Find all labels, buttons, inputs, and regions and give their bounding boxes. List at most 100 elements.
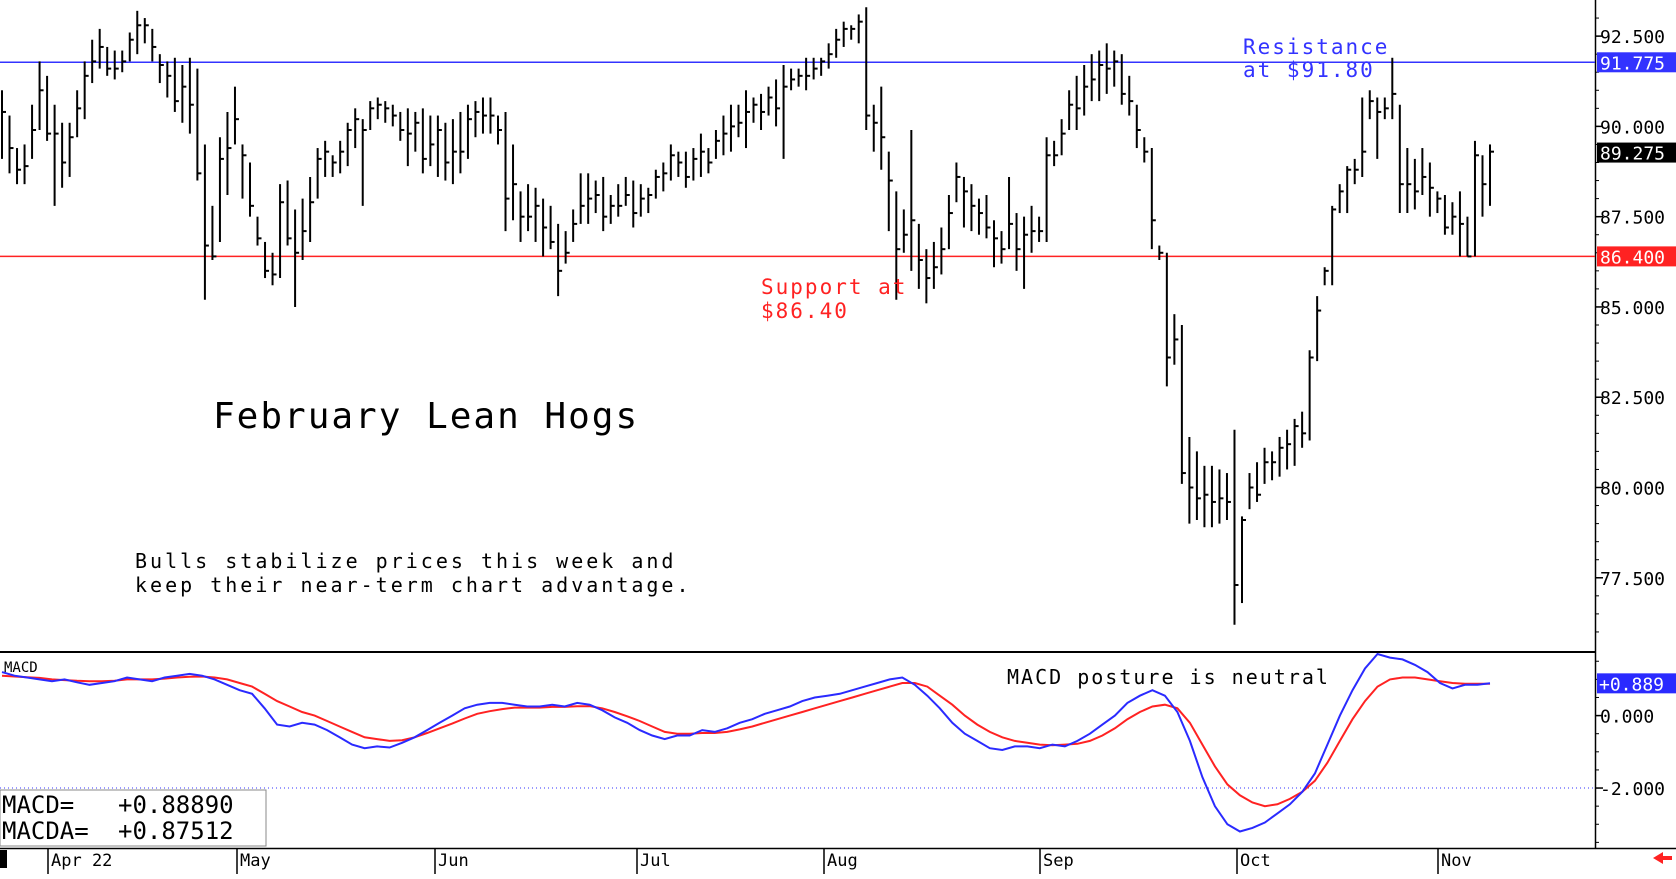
macd-y-tick-label: -2.000 — [1600, 779, 1665, 800]
ohlc-bar — [797, 68, 803, 87]
ohlc-bar — [557, 223, 563, 297]
scroll-left-arrow-icon[interactable] — [1653, 852, 1672, 864]
ohlc-bar — [414, 111, 420, 152]
x-month-label: Aug — [827, 851, 858, 871]
support-label-line-1: Support at — [761, 275, 907, 299]
ohlc-bar — [68, 122, 74, 177]
ohlc-bar — [1293, 418, 1299, 466]
ohlc-bar — [1458, 191, 1464, 257]
ohlc-bar — [1045, 137, 1051, 242]
ohlc-bar — [1060, 119, 1066, 156]
ohlc-bar — [910, 130, 916, 271]
ohlc-bar — [1038, 216, 1044, 242]
ohlc-bar — [1188, 436, 1194, 524]
ohlc-bar — [233, 86, 239, 145]
ohlc-bar — [151, 28, 157, 62]
subtitle-line-2: keep their near-term chart advantage. — [135, 573, 692, 597]
macd-readout-value: +0.88890 — [118, 791, 234, 819]
ohlc-bar — [947, 195, 953, 250]
ohlc-bar — [38, 61, 44, 130]
macd-current-value-label: +0.889 — [1599, 674, 1664, 695]
ohlc-bar — [767, 86, 773, 116]
x-month-label: Jun — [438, 851, 469, 871]
macd-panel-title: MACD — [4, 660, 38, 676]
ohlc-bar — [917, 223, 923, 289]
ohlc-bar — [23, 144, 29, 185]
ohlc-bar — [1008, 176, 1014, 250]
support-label-line-2: $86.40 — [761, 299, 849, 323]
resistance-value-box — [1597, 52, 1676, 73]
ohlc-bar — [143, 18, 149, 44]
ohlc-bar — [827, 43, 833, 69]
ohlc-bar — [173, 57, 179, 112]
ohlc-bar — [226, 111, 232, 195]
ohlc-bar — [1083, 65, 1089, 116]
ohlc-bar — [1135, 104, 1141, 149]
ohlc-bar — [1301, 411, 1307, 448]
ohlc-bar — [632, 180, 638, 228]
macd-readout-box — [0, 789, 267, 847]
ohlc-bar — [497, 115, 502, 145]
ohlc-bar — [466, 104, 472, 159]
ohlc-bar — [812, 57, 818, 80]
last-price-box — [1597, 142, 1676, 163]
ohlc-bar — [970, 184, 976, 232]
ohlc-bar — [504, 111, 510, 232]
ohlc-bar — [181, 65, 187, 123]
ohlc-bar — [354, 108, 360, 149]
ohlc-bar — [166, 61, 172, 98]
ohlc-bar — [1075, 75, 1081, 130]
ohlc-bar — [932, 241, 938, 289]
ohlc-bar — [820, 57, 826, 76]
ohlc-bar — [16, 148, 22, 185]
ohlc-bar — [1256, 462, 1262, 502]
ohlc-bar — [1263, 447, 1269, 484]
last-price-label: 89.275 — [1600, 144, 1665, 165]
ohlc-bar — [1331, 205, 1337, 286]
ohlc-bar — [940, 227, 946, 275]
ohlc-bar — [1361, 97, 1367, 177]
ohlc-bar — [1406, 148, 1412, 214]
ohlc-bar — [775, 79, 781, 127]
ohlc-bar — [993, 220, 998, 268]
ohlc-bar — [203, 144, 209, 300]
ohlc-bar — [294, 209, 300, 307]
ohlc-bar — [481, 97, 487, 134]
ohlc-bar — [1120, 54, 1126, 105]
ohlc-bar — [760, 93, 766, 130]
ohlc-bar — [331, 155, 337, 177]
ohlc-bar — [549, 205, 555, 250]
ohlc-bar — [361, 119, 367, 206]
macda-readout-value: +0.87512 — [118, 817, 234, 845]
ohlc-bar — [527, 184, 533, 232]
ohlc-bar — [617, 184, 623, 217]
ohlc-bar — [662, 162, 668, 192]
macd-readout-label: MACD= — [2, 791, 74, 819]
ohlc-bar — [211, 205, 217, 260]
ohlc-bar — [1489, 144, 1494, 206]
ohlc-bar — [474, 101, 480, 138]
x-month-label: Jul — [640, 851, 671, 871]
ohlc-bars — [1, 7, 1494, 625]
ohlc-bar — [699, 133, 705, 177]
ohlc-bar — [1143, 137, 1149, 163]
ohlc-bar — [1391, 57, 1397, 120]
ohlc-bar — [369, 101, 375, 130]
ohlc-bar — [714, 130, 720, 159]
ohlc-bar — [1203, 465, 1209, 528]
ohlc-bar — [8, 115, 14, 174]
ohlc-bar — [489, 97, 495, 134]
ohlc-bar — [53, 104, 59, 206]
ohlc-bar — [279, 184, 285, 279]
price-y-ticks: 92.500 90.000 87.500 85.000 82.500 80.000 77.5… — [1595, 17, 1676, 633]
ohlc-bar — [31, 104, 37, 159]
ohlc-bar — [1436, 191, 1442, 214]
ohlc-bar — [925, 249, 931, 304]
ohlc-bar — [429, 115, 435, 167]
ohlc-bar — [1068, 90, 1074, 130]
support-value-box — [1597, 246, 1676, 267]
ohlc-bar — [1383, 97, 1389, 120]
y-tick-label: 77.500 — [1600, 569, 1665, 590]
ohlc-bar — [512, 144, 518, 221]
